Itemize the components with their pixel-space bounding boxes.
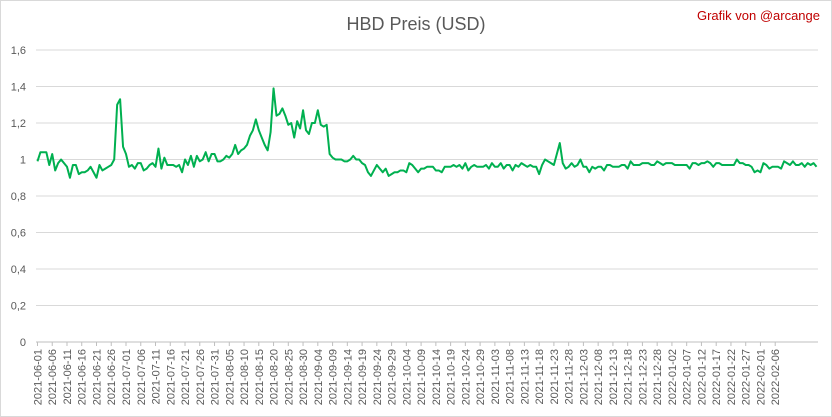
x-tick-label: 2021-07-01 — [121, 349, 133, 405]
y-tick-label: 0,4 — [11, 264, 26, 276]
y-tick-label: 1,6 — [11, 45, 26, 57]
x-tick-label: 2021-12-08 — [593, 349, 605, 405]
x-tick-label: 2021-11-13 — [519, 349, 531, 404]
x-tick-label: 2022-01-02 — [667, 349, 679, 405]
x-tick-label: 2021-11-08 — [505, 349, 517, 404]
x-tick-label: 2021-11-23 — [549, 349, 561, 404]
chart-title: HBD Preis (USD) — [346, 14, 486, 34]
y-tick-label: 1 — [20, 155, 26, 167]
y-tick-label: 0,2 — [11, 301, 26, 313]
x-tick-label: 2021-08-10 — [239, 349, 251, 405]
x-tick-label: 2021-09-19 — [357, 349, 369, 405]
x-tick-label: 2022-01-27 — [741, 349, 753, 405]
x-tick-label: 2021-12-18 — [623, 349, 635, 405]
x-tick-label: 2021-06-26 — [106, 349, 118, 405]
x-tick-label: 2021-09-14 — [342, 349, 354, 405]
x-tick-label: 2021-12-13 — [608, 349, 620, 405]
x-tick-label: 2021-06-21 — [91, 349, 103, 405]
x-tick-label: 2021-06-11 — [62, 349, 74, 404]
x-tick-label: 2021-09-09 — [328, 349, 340, 405]
y-tick-label: 1,4 — [11, 82, 26, 94]
x-tick-label: 2021-09-04 — [313, 349, 325, 405]
x-tick-label: 2021-07-26 — [195, 349, 207, 405]
y-tick-label: 0,8 — [11, 191, 26, 203]
x-tick-label: 2021-08-20 — [269, 349, 281, 405]
x-tick-label: 2021-06-01 — [32, 349, 44, 405]
x-tick-label: 2021-08-25 — [283, 349, 295, 405]
x-tick-label: 2021-10-19 — [446, 349, 458, 405]
x-tick-label: 2021-07-06 — [136, 349, 148, 405]
y-tick-label: 0,6 — [11, 228, 26, 240]
y-tick-label: 1,2 — [11, 118, 26, 130]
x-tick-label: 2021-07-31 — [210, 349, 222, 405]
x-tick-label: 2021-07-11 — [151, 349, 163, 404]
x-tick-label: 2021-11-18 — [534, 349, 546, 404]
x-tick-label: 2021-10-29 — [475, 349, 487, 405]
x-axis: 2021-06-01 2021-06-06 2021-06-11 2021-06-16… — [32, 342, 782, 405]
x-tick-label: 2021-10-14 — [431, 349, 443, 405]
x-tick-label: 2021-08-15 — [254, 349, 266, 405]
x-tick-label: 2022-02-06 — [770, 349, 782, 405]
series-line — [36, 87, 818, 179]
x-tick-label: 2021-08-30 — [298, 349, 310, 405]
x-tick-label: 2021-10-24 — [460, 349, 472, 405]
x-tick-label: 2021-08-05 — [224, 349, 236, 405]
x-tick-label: 2022-01-07 — [682, 349, 694, 405]
x-tick-label: 2021-12-28 — [652, 349, 664, 405]
y-axis: 0 0,2 0,4 0,6 0,8 1 1,2 1,4 1,6 — [11, 45, 26, 349]
x-tick-label: 2022-02-01 — [755, 349, 767, 405]
x-tick-label: 2021-06-06 — [47, 349, 59, 405]
x-tick-label: 2021-07-16 — [165, 349, 177, 405]
series-group — [36, 87, 818, 179]
gridlines — [36, 49, 818, 343]
x-tick-label: 2021-07-21 — [180, 349, 192, 405]
x-tick-label: 2021-09-29 — [387, 349, 399, 405]
x-tick-label: 2022-01-12 — [696, 349, 708, 405]
x-tick-label: 2021-11-28 — [564, 349, 576, 404]
x-tick-label: 2021-11-03 — [490, 349, 502, 404]
y-tick-label: 0 — [20, 337, 26, 349]
x-tick-label: 2022-01-17 — [711, 349, 723, 405]
x-tick-label: 2021-12-23 — [637, 349, 649, 405]
x-tick-label: 2021-12-03 — [578, 349, 590, 405]
x-tick-label: 2021-06-16 — [77, 349, 89, 405]
x-tick-label: 2022-01-22 — [726, 349, 738, 405]
x-tick-label: 2021-10-04 — [401, 349, 413, 405]
chart-credit: Grafik von @arcange — [696, 8, 820, 23]
x-tick-label: 2021-10-09 — [416, 349, 428, 405]
x-tick-label: 2021-09-24 — [372, 349, 384, 405]
